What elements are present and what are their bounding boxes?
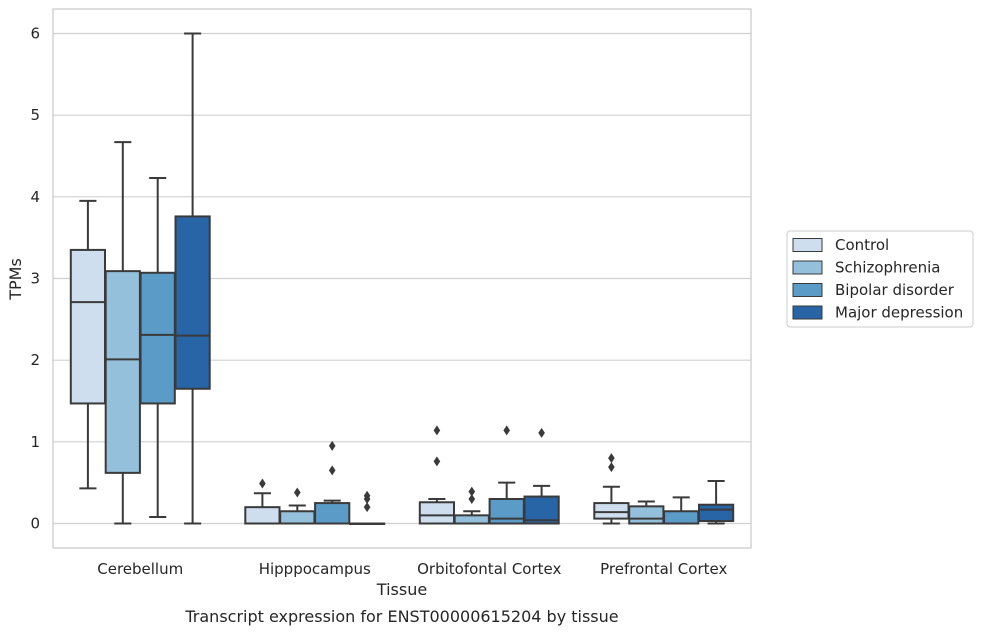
- box: [104, 141, 141, 525]
- outlier-point: [294, 487, 301, 498]
- box-body: [418, 501, 456, 525]
- box: [418, 425, 456, 525]
- outlier-point: [538, 427, 545, 438]
- box-body: [628, 505, 665, 525]
- box-body: [69, 248, 107, 405]
- x-tick-label: Prefrontal Cortex: [600, 560, 727, 578]
- x-tick-label: Orbitofontal Cortex: [417, 560, 561, 578]
- y-tick-label: 2: [30, 351, 40, 369]
- outlier-point: [468, 494, 476, 504]
- box-body: [593, 502, 630, 520]
- legend-label: Control: [835, 236, 889, 254]
- x-axis-title: Tissue: [376, 580, 427, 599]
- y-tick-labels: 0 1 2 3 4 5 6: [30, 25, 40, 533]
- series-major-depression: [174, 32, 735, 525]
- x-tick-label: Hipppocampus: [259, 560, 371, 578]
- box-body: [697, 503, 735, 523]
- legend-label: Bipolar disorder: [835, 281, 955, 299]
- legend-label: Schizophrenia: [835, 259, 940, 277]
- box-body: [314, 502, 351, 525]
- box-body: [174, 215, 211, 390]
- outlier-point: [433, 425, 441, 436]
- x-tick-labels: Cerebellum Hipppocampus Orbitofontal Corte…: [97, 560, 727, 578]
- box: [628, 500, 665, 525]
- series-bipolar-disorder: [139, 177, 700, 525]
- outlier-point: [608, 453, 615, 464]
- legend-swatch: [792, 283, 823, 297]
- box-body: [488, 498, 525, 525]
- outlier-point: [363, 490, 371, 501]
- box-body: [244, 506, 281, 525]
- box-body: [663, 510, 700, 525]
- box: [314, 440, 351, 525]
- legend-frame: [786, 230, 974, 328]
- plot-frame: [52, 8, 752, 549]
- box: [697, 480, 735, 525]
- y-tick-label: 1: [30, 433, 40, 451]
- outlier-point: [503, 425, 510, 436]
- y-tick-label: 3: [30, 270, 40, 288]
- legend-swatch: [792, 238, 823, 252]
- box: [488, 425, 525, 525]
- legend: Control Schizophrenia Bipolar disorder Majo…: [786, 230, 974, 328]
- box: [453, 486, 490, 525]
- outlier-point: [468, 486, 476, 497]
- y-tick-label: 4: [30, 188, 40, 206]
- outlier-point: [328, 440, 336, 451]
- box-body: [139, 271, 176, 405]
- legend-label: Major depression: [835, 304, 963, 322]
- x-tick-label: Cerebellum: [97, 560, 183, 578]
- outlier-point: [259, 478, 266, 489]
- outlier-point: [328, 465, 336, 476]
- y-tick-label: 6: [30, 25, 40, 43]
- outlier-point: [433, 456, 441, 467]
- box: [174, 32, 211, 525]
- y-axis-title: TPMs: [6, 258, 25, 301]
- box: [523, 427, 560, 525]
- series-schizophrenia: [104, 141, 665, 525]
- chart-caption: Transcript expression for ENST0000061520…: [184, 607, 618, 626]
- box-body: [453, 514, 490, 525]
- box-series: [69, 32, 735, 525]
- box-body: [279, 510, 316, 525]
- legend-swatch: [792, 260, 823, 275]
- legend-swatch: [792, 305, 823, 320]
- y-tick-label: 5: [30, 106, 40, 124]
- box: [348, 490, 386, 525]
- box: [244, 478, 281, 525]
- legend-entries: Control Schizophrenia Bipolar disorder Majo…: [792, 236, 963, 322]
- box-body: [523, 495, 560, 525]
- outlier-point: [608, 462, 615, 473]
- box: [279, 487, 316, 525]
- box: [593, 453, 630, 525]
- box: [139, 177, 176, 518]
- outlier-point: [363, 502, 371, 513]
- box: [69, 199, 107, 490]
- box-body: [104, 270, 141, 474]
- box: [663, 496, 700, 525]
- y-tick-label: 0: [30, 515, 40, 533]
